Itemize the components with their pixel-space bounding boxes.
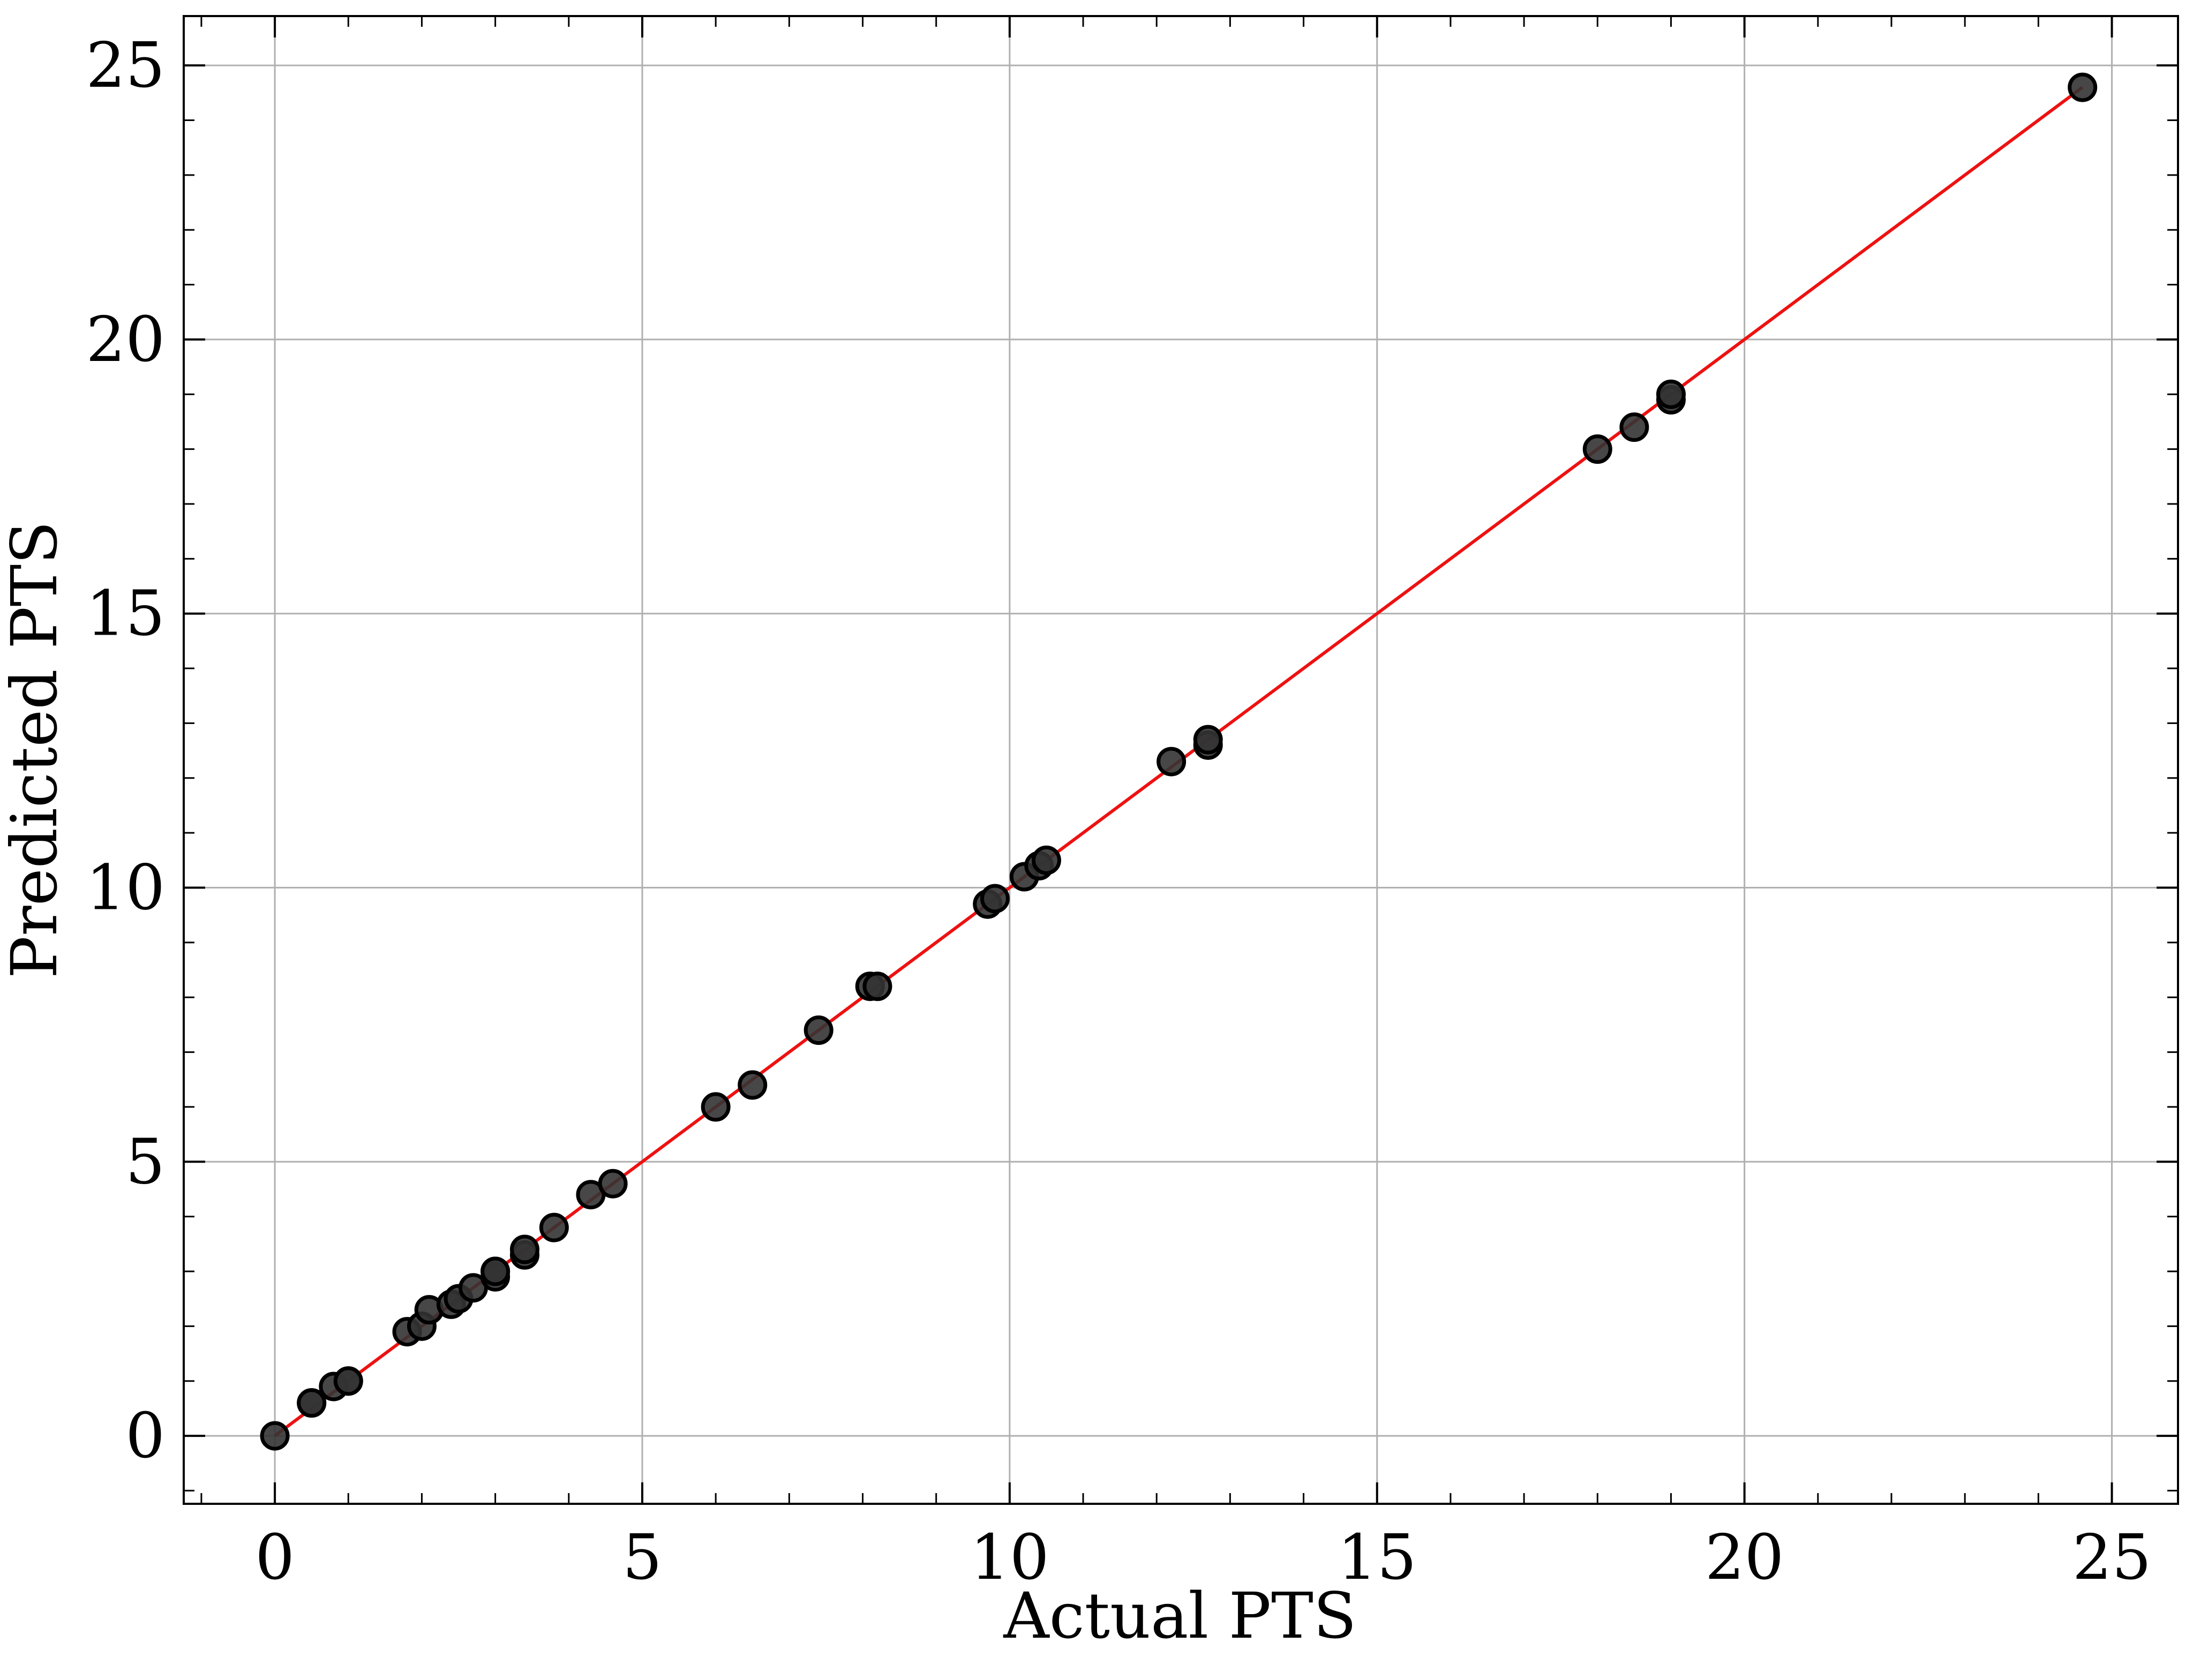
y-tick-label: 15 xyxy=(86,578,165,650)
points-layer xyxy=(260,72,2098,1451)
x-tick-label: 15 xyxy=(1338,1521,1417,1594)
x-tick-label: 5 xyxy=(622,1521,662,1594)
data-point xyxy=(260,1421,290,1451)
data-point xyxy=(510,1234,540,1264)
data-point xyxy=(480,1256,510,1286)
data-point xyxy=(862,971,892,1001)
y-tick-label: 20 xyxy=(86,304,165,376)
y-tick-label: 10 xyxy=(86,852,165,924)
data-point xyxy=(1656,379,1686,409)
tick-labels: 0 5 10 15 20 25 0 5 10 15 20 25 xyxy=(86,29,2151,1594)
data-point xyxy=(980,884,1010,914)
data-point xyxy=(2068,72,2098,102)
x-tick-label: 20 xyxy=(1705,1521,1784,1594)
y-tick-label: 25 xyxy=(86,29,165,102)
plot-frame xyxy=(183,15,2179,1505)
x-tick-label: 25 xyxy=(2072,1521,2152,1594)
x-tick-label: 10 xyxy=(970,1521,1049,1594)
x-axis-label: Actual PTS xyxy=(1003,1579,1356,1653)
ticks-layer xyxy=(184,16,2178,1504)
data-point xyxy=(1619,412,1649,442)
grid-layer xyxy=(184,16,2178,1504)
data-point xyxy=(598,1169,628,1199)
data-point xyxy=(803,1015,833,1045)
axes-frame xyxy=(183,15,2179,1505)
y-tick-label: 0 xyxy=(125,1400,165,1472)
data-point xyxy=(1156,747,1186,777)
x-tick-label: 0 xyxy=(255,1521,295,1594)
data-point xyxy=(333,1366,363,1396)
data-point xyxy=(1582,434,1612,464)
data-point xyxy=(1031,845,1061,875)
data-point xyxy=(297,1388,327,1418)
y-tick-label: 5 xyxy=(125,1126,165,1198)
data-point xyxy=(539,1212,569,1242)
data-point xyxy=(701,1092,731,1122)
y-axis-label: Predicted PTS xyxy=(0,521,71,978)
data-point xyxy=(738,1070,768,1100)
data-point xyxy=(1193,725,1223,755)
